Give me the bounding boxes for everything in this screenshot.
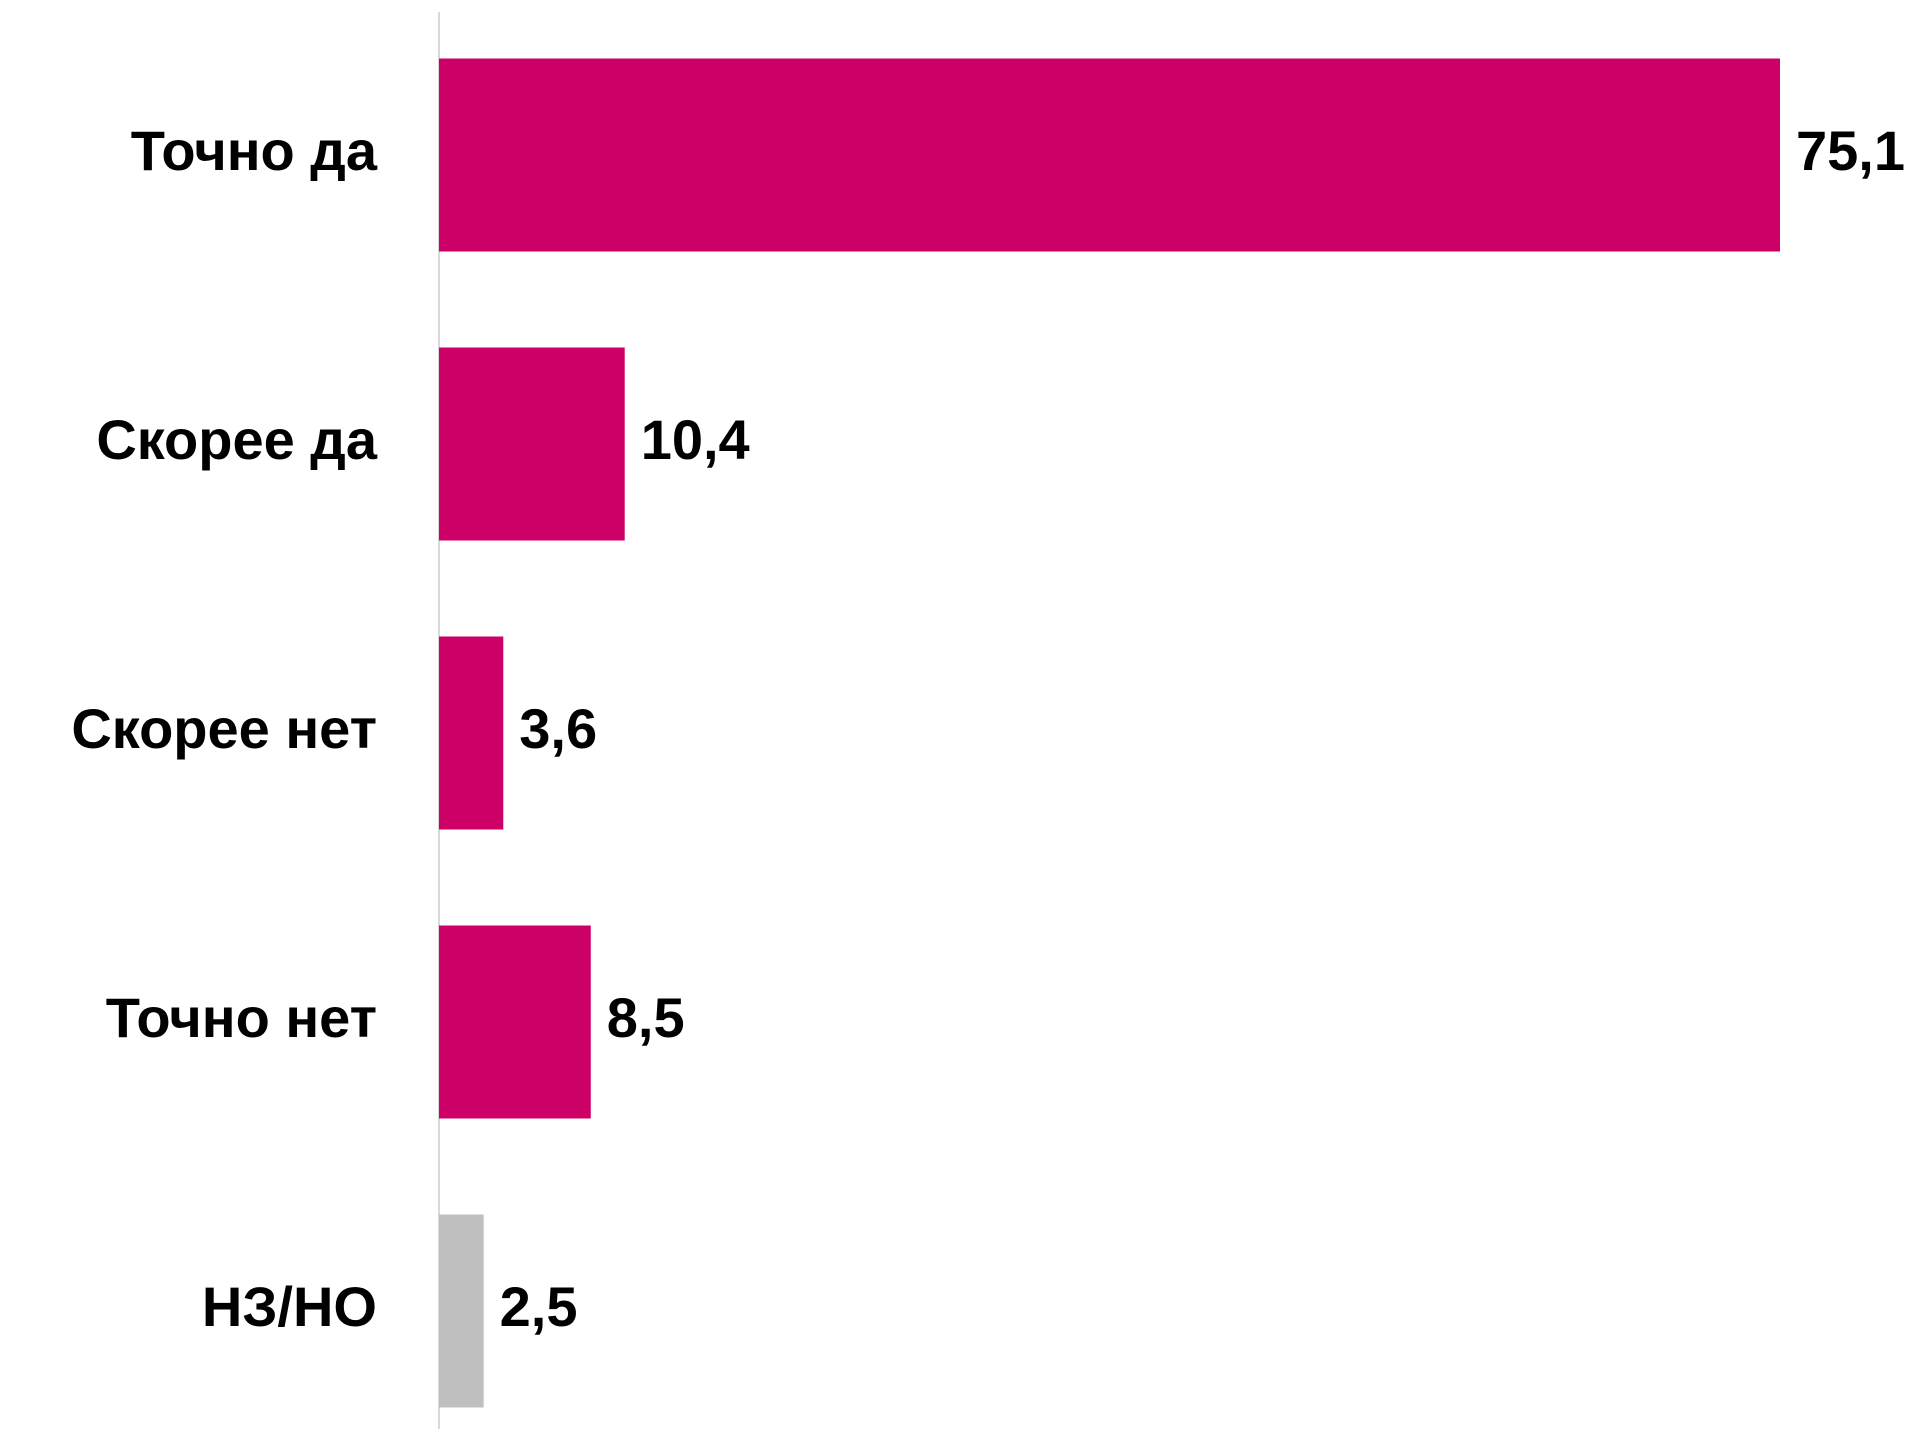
value-label: 10,4 <box>641 408 750 471</box>
category-label: Точно нет <box>106 986 377 1049</box>
category-label: Скорее нет <box>71 697 377 760</box>
bar <box>439 925 591 1119</box>
category-label: Скорее да <box>96 408 378 471</box>
bar <box>439 58 1780 252</box>
category-label: Точно да <box>131 119 378 182</box>
value-label: 2,5 <box>500 1275 578 1338</box>
value-label: 75,1 <box>1796 119 1905 182</box>
value-label: 3,6 <box>519 697 597 760</box>
bar <box>439 347 625 541</box>
bar <box>439 1214 484 1408</box>
bar <box>439 636 504 830</box>
value-label: 8,5 <box>607 986 685 1049</box>
category-label: НЗ/НО <box>202 1275 377 1338</box>
